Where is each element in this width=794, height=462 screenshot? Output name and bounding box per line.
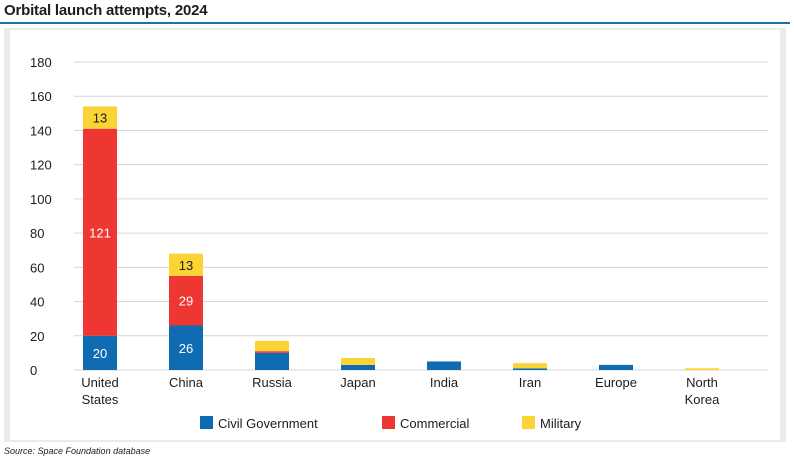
- x-tick-label: India: [430, 375, 459, 390]
- legend-swatch: [200, 416, 213, 429]
- legend-label: Commercial: [400, 416, 469, 431]
- bar-segment: [513, 363, 547, 369]
- bar-segment: [169, 325, 203, 370]
- y-tick-label: 80: [30, 226, 44, 241]
- bar-segment: [255, 351, 289, 353]
- data-label: 20: [93, 346, 107, 361]
- y-tick-label: 60: [30, 260, 44, 275]
- y-tick-label: 160: [30, 89, 52, 104]
- bar-segment: [83, 106, 117, 129]
- y-tick-label: 0: [30, 363, 37, 378]
- y-tick-label: 40: [30, 295, 44, 310]
- y-tick-label: 120: [30, 158, 52, 173]
- title-rule: [0, 22, 790, 24]
- chart-title: Orbital launch attempts, 2024: [4, 2, 208, 19]
- y-tick-label: 140: [30, 123, 52, 138]
- x-tick-label: Korea: [685, 392, 720, 407]
- source-note: Source: Space Foundation database: [4, 446, 151, 456]
- bar-segment: [83, 128, 117, 336]
- data-label: 13: [179, 258, 193, 273]
- plot-area: 0 20 40 60 80 100 120 140 160 180 20 121 13 26 29 13 Uni…: [10, 30, 780, 440]
- x-tick-label: Europe: [595, 375, 637, 390]
- bar-segment: [83, 335, 117, 370]
- data-label: 13: [93, 111, 107, 126]
- data-label: 26: [179, 341, 193, 356]
- bar-segment: [513, 368, 547, 370]
- x-tick-label: Russia: [252, 375, 293, 390]
- x-tick-label: North: [686, 375, 718, 390]
- y-tick-label: 180: [30, 55, 52, 70]
- legend-swatch: [522, 416, 535, 429]
- x-tick-label: Iran: [519, 375, 541, 390]
- bar-chart: 0 20 40 60 80 100 120 140 160 180 20 121 13 26 29 13 Uni…: [30, 55, 768, 431]
- bar-segment: [341, 358, 375, 365]
- x-tick-label: United: [81, 375, 119, 390]
- x-tick-label: China: [169, 375, 204, 390]
- bar-segment: [685, 368, 719, 370]
- x-tick-label: States: [82, 392, 119, 407]
- data-label: 29: [179, 294, 193, 309]
- bar-segment: [341, 364, 375, 370]
- x-tick-label: Japan: [340, 375, 375, 390]
- bar-segment: [255, 340, 289, 352]
- legend-swatch: [382, 416, 395, 429]
- bar-segment: [169, 275, 203, 326]
- y-tick-label: 100: [30, 192, 52, 207]
- y-tick-label: 20: [30, 329, 44, 344]
- bar-segment: [255, 352, 289, 370]
- bar-segment: [599, 364, 633, 370]
- legend-label: Military: [540, 416, 582, 431]
- data-label: 121: [89, 225, 111, 240]
- legend-label: Civil Government: [218, 416, 318, 431]
- bar-segment: [169, 253, 203, 276]
- bar-segment: [427, 361, 461, 370]
